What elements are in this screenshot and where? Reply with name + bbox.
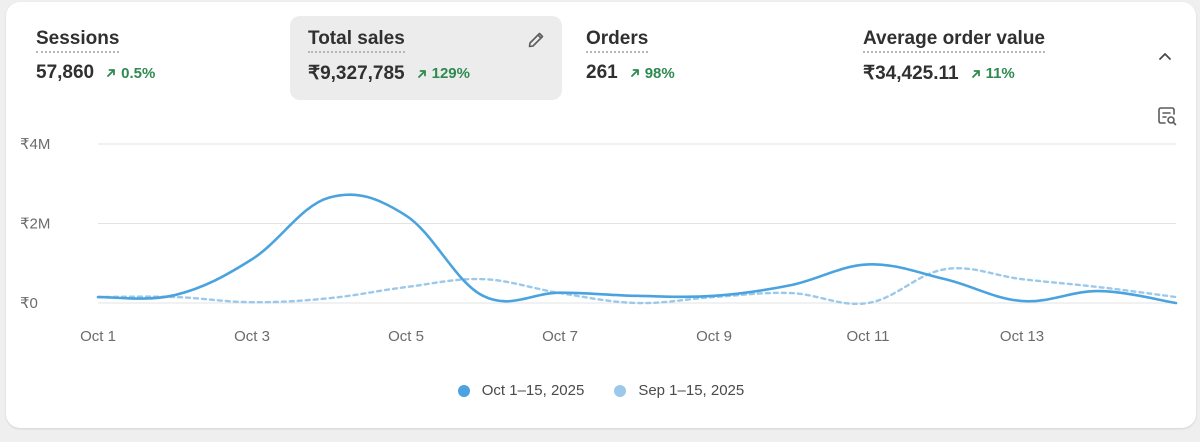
metric-sessions[interactable]: Sessions 57,860 0.5% [18,16,290,100]
metric-label[interactable]: Orders [586,28,649,53]
metric-average-order-value[interactable]: Average order value ₹34,425.11 11% [845,16,1135,100]
x-tick-label: Oct 1 [80,328,116,345]
metric-total-sales[interactable]: Total sales ₹9,327,785 129% [290,16,562,100]
analytics-card: Sessions 57,860 0.5% Total sales ₹9,327,… [6,2,1196,428]
legend-dot-icon [457,384,470,397]
chevron-up-icon[interactable] [1156,48,1174,66]
chart-series [96,193,1178,305]
metric-label[interactable]: Sessions [36,28,120,53]
chart-explore-icon[interactable] [1156,105,1178,127]
arrow-up-right-icon [417,69,426,78]
legend-item-current[interactable]: Oct 1–15, 2025 [457,382,585,399]
legend-item-previous[interactable]: Sep 1–15, 2025 [614,382,744,399]
metric-delta: 11% [971,65,1015,82]
metric-delta-value: 129% [431,65,470,82]
metric-delta: 0.5% [106,65,155,82]
x-tick-label: Oct 3 [234,328,270,345]
metric-delta-value: 11% [985,65,1015,82]
x-axis-ticks: Oct 1 Oct 3 Oct 5 Oct 7 Oct 9 Oct 11 Oct 13 [80,328,1044,345]
metric-value: ₹9,327,785 [308,63,405,84]
y-tick-label: ₹0 [20,295,38,312]
pencil-icon[interactable] [526,30,546,50]
y-tick-label: ₹2M [20,216,50,233]
metric-delta: 98% [630,65,675,82]
arrow-up-right-icon [630,69,639,77]
arrow-up-right-icon [107,69,116,77]
metric-value: ₹34,425.11 [863,63,959,84]
y-axis-ticks: ₹0 ₹2M ₹4M [20,136,50,312]
metric-label[interactable]: Total sales [308,28,405,53]
x-tick-label: Oct 13 [1000,328,1044,345]
sales-line-chart: ₹0 ₹2M ₹4M Oct 1 Oct 3 Oct 5 Oct 7 Oct 9 Oct 11… [20,136,1178,345]
metric-label[interactable]: Average order value [863,28,1045,53]
x-tick-label: Oct 7 [542,328,578,345]
y-tick-label: ₹4M [20,136,50,153]
legend-label: Sep 1–15, 2025 [638,382,745,399]
metric-orders[interactable]: Orders 261 98% [568,16,840,100]
x-tick-label: Oct 9 [696,328,732,345]
arrow-up-right-icon [971,69,980,78]
legend-label: Oct 1–15, 2025 [481,382,585,399]
metric-delta-value: 0.5% [121,64,156,82]
metric-delta: 129% [417,65,470,82]
series-line-current[interactable] [96,193,1178,305]
x-tick-label: Oct 11 [846,328,889,345]
metric-delta-value: 98% [644,64,675,82]
series-line-previous[interactable] [96,267,1178,305]
metric-value: 261 [586,62,618,83]
x-tick-label: Oct 5 [388,328,424,345]
legend-dot-icon [614,384,627,397]
metric-value: 57,860 [36,62,95,83]
chart-legend: Oct 1–15, 2025 Sep 1–15, 2025 [6,382,1196,399]
